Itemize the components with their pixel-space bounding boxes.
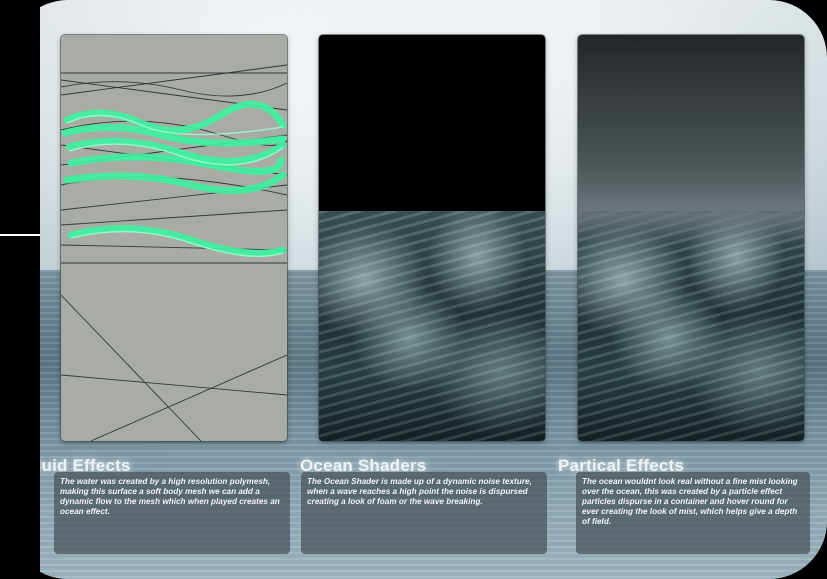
left-white-line <box>0 234 40 236</box>
ocean-shaders-description: The Ocean Shader is made up of a dynamic… <box>301 472 547 554</box>
partical-effects-title: Partical Effects <box>558 456 685 475</box>
ocean-shaders-image <box>319 35 545 441</box>
ocean-shaders-title: Ocean Shaders <box>300 456 427 475</box>
fluid-effects-image <box>61 35 287 441</box>
partical-effects-image <box>578 35 804 441</box>
ocean-render <box>319 211 545 441</box>
ocean-render-with-mist <box>578 211 804 441</box>
partical-effects-description: The ocean wouldnt look real without a fi… <box>576 472 810 554</box>
fluid-effects-title: Fluid Effects <box>26 456 131 475</box>
mist-layer <box>578 185 804 245</box>
left-black-strip <box>0 0 40 579</box>
presentation-board: Fluid Effects The water was created by a… <box>10 0 827 579</box>
fluid-effects-description: The water was created by a high resoluti… <box>54 472 290 554</box>
mesh-wireframe <box>61 64 287 441</box>
